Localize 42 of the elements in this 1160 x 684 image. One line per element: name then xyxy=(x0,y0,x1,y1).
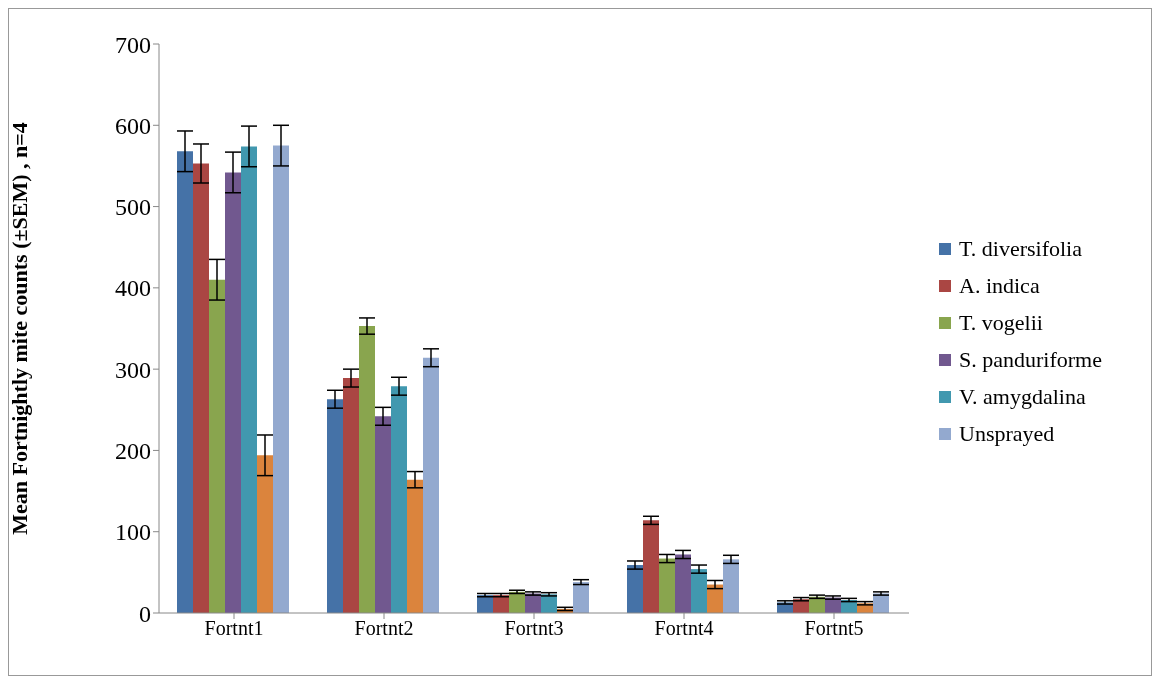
bar xyxy=(391,386,407,613)
x-tick-label: Fortnt5 xyxy=(804,617,864,640)
bar xyxy=(707,584,723,613)
y-tick-label: 400 xyxy=(115,275,151,302)
x-tick-label: Fortnt4 xyxy=(654,617,714,640)
bar xyxy=(407,479,423,613)
bar xyxy=(691,569,707,613)
bar xyxy=(257,455,273,613)
bar xyxy=(343,378,359,613)
x-tick-label: Fortnt1 xyxy=(204,617,264,640)
bar xyxy=(375,416,391,613)
bar xyxy=(241,146,257,613)
legend-label: V. amygdalina xyxy=(959,383,1086,410)
bar xyxy=(423,357,439,613)
bar xyxy=(209,279,225,613)
x-tick-label: Fortnt2 xyxy=(354,617,414,640)
legend-label: T. diversifolia xyxy=(959,235,1082,262)
y-tick-label: 100 xyxy=(115,519,151,546)
bar xyxy=(573,582,589,613)
bar xyxy=(675,554,691,613)
bar xyxy=(225,172,241,613)
legend-label: S. panduriforme xyxy=(959,346,1102,373)
bar xyxy=(193,163,209,613)
bar xyxy=(627,565,643,613)
legend-label: A. indica xyxy=(959,272,1040,299)
bar xyxy=(359,326,375,613)
y-tick-label: 500 xyxy=(115,194,151,221)
y-tick-label: 700 xyxy=(115,31,151,58)
x-tick-label: Fortnt3 xyxy=(504,617,564,640)
legend-label: T. vogelii xyxy=(959,309,1043,336)
bar xyxy=(273,145,289,613)
bar xyxy=(659,558,675,613)
y-tick-label: 600 xyxy=(115,112,151,139)
y-tick-label: 200 xyxy=(115,437,151,464)
bar xyxy=(177,151,193,613)
y-tick-label: 0 xyxy=(139,600,151,627)
legend-label: Unsprayed xyxy=(959,420,1055,447)
bar xyxy=(723,559,739,613)
bar xyxy=(327,399,343,613)
bar xyxy=(643,520,659,613)
y-tick-label: 300 xyxy=(115,356,151,383)
y-axis-title: Mean Fortnightly mite counts (±SEM) , n=4 xyxy=(6,122,32,535)
